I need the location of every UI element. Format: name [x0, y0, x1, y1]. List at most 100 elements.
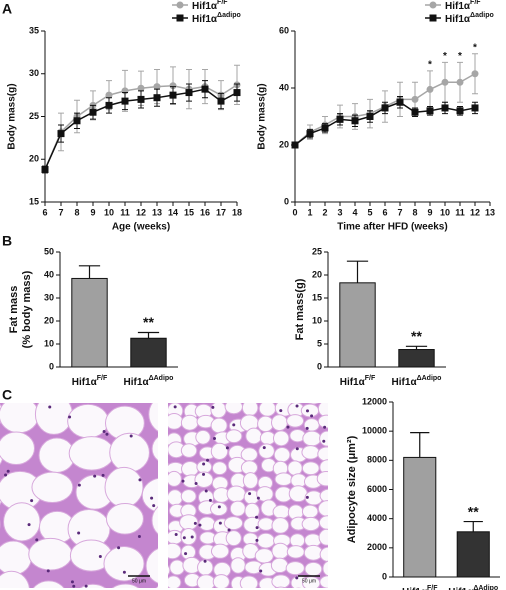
- nucleus: [102, 430, 106, 434]
- data-point: [456, 107, 464, 115]
- x-tick-label: 18: [232, 207, 242, 217]
- legend-label-sup: F/F: [470, 0, 481, 6]
- adipocyte: [0, 570, 30, 588]
- nucleus: [105, 432, 109, 436]
- nucleus: [6, 469, 10, 473]
- y-tick-label: 50: [44, 246, 54, 256]
- adipocyte: [151, 436, 158, 462]
- adipocyte: [230, 557, 246, 574]
- nucleus: [217, 505, 221, 509]
- x-tick-label: Hif1αΔAdipo: [392, 375, 442, 387]
- adipocyte: [48, 403, 56, 404]
- bar: [456, 531, 490, 578]
- x-tick-label-base: Hif1α: [72, 377, 98, 388]
- annotation: *: [428, 60, 432, 71]
- y-tick-label: 6000: [367, 484, 387, 494]
- x-tick-label: 5: [367, 207, 372, 217]
- y-axis-label: (% body mass): [21, 270, 33, 348]
- x-tick-label: Hif1αF/F: [340, 375, 376, 387]
- adipocyte: [168, 412, 184, 430]
- nucleus: [202, 462, 206, 466]
- x-axis-label: Time after HFD (weeks): [337, 222, 447, 233]
- x-tick-label: Hif1αF/F: [72, 375, 108, 387]
- x-axis-label: Age (weeks): [112, 222, 170, 233]
- x-tick-label: 1: [307, 207, 312, 217]
- y-tick-label: 40: [44, 269, 54, 279]
- adipocyte: [286, 545, 305, 559]
- adipocyte: [274, 472, 293, 487]
- nucleus: [77, 483, 81, 487]
- adipocyte: [285, 561, 305, 576]
- x-tick-label-base: Hif1α: [402, 587, 428, 590]
- data-point: [153, 94, 161, 102]
- error-bar: [346, 260, 369, 283]
- legend-label-sup: Δadipo: [217, 12, 241, 19]
- x-tick-label: 4: [352, 207, 357, 217]
- adipocyte: [334, 546, 350, 559]
- x-tick-label: 8: [412, 207, 417, 217]
- adipocyte: [168, 529, 184, 545]
- adipocyte: [319, 430, 328, 447]
- legend-label-base: Hif1α: [445, 14, 471, 25]
- data-point: [291, 141, 299, 149]
- nucleus: [310, 414, 314, 418]
- adipocyte: [270, 557, 289, 574]
- data-point: [426, 85, 434, 93]
- adipocyte: [141, 477, 158, 513]
- adipocyte: [28, 537, 73, 571]
- adipocyte: [0, 540, 32, 576]
- data-point: [456, 78, 464, 86]
- nucleus: [323, 425, 327, 429]
- legend-marker: [176, 1, 184, 9]
- adipocyte: [317, 446, 328, 462]
- y-axis-label: Body mass(g): [257, 83, 268, 149]
- nucleus: [194, 481, 198, 485]
- legend-marker: [176, 14, 184, 22]
- y-tick-label: 0: [49, 361, 54, 371]
- legend-label: Hif1αΔadipo: [192, 12, 241, 24]
- adipocyte: [303, 544, 324, 561]
- adipocyte: [229, 500, 246, 517]
- x-tick-label: Hif1αF/F: [402, 585, 438, 590]
- x-tick-label: 9: [90, 207, 95, 217]
- nucleus: [255, 538, 259, 542]
- y-axis-label: Fat mass(g): [294, 278, 306, 340]
- nucleus: [184, 552, 188, 556]
- adipocyte: [152, 385, 166, 399]
- x-tick-label-base: Hif1α: [448, 587, 474, 590]
- nucleus: [198, 523, 202, 527]
- adipocyte: [224, 403, 244, 415]
- bar: [398, 349, 435, 368]
- data-point: [169, 91, 177, 99]
- annotation: *: [443, 51, 447, 62]
- nucleus: [248, 492, 252, 496]
- data-point: [351, 117, 359, 125]
- adipocyte: [239, 575, 259, 588]
- data-point: [185, 89, 193, 97]
- data-point: [217, 97, 225, 105]
- adipocyte: [168, 575, 182, 588]
- y-tick-label: 10: [44, 338, 54, 348]
- annotation: **: [143, 314, 154, 330]
- adipocyte: [257, 415, 274, 433]
- x-tick-label-base: Hif1α: [392, 377, 418, 388]
- nucleus: [256, 496, 260, 500]
- x-tick-label-base: Hif1α: [124, 377, 150, 388]
- nucleus: [218, 521, 222, 525]
- adipocyte: [258, 389, 273, 402]
- nucleus: [295, 404, 299, 408]
- x-tick-label: 8: [74, 207, 79, 217]
- panel-label: B: [2, 233, 12, 249]
- adipocyte: [68, 436, 115, 471]
- annotation: **: [411, 328, 422, 344]
- panel-label: A: [2, 1, 12, 17]
- nucleus: [305, 409, 309, 413]
- adipocyte: [333, 577, 349, 590]
- adipocyte: [31, 471, 74, 504]
- adipocyte: [155, 585, 158, 588]
- data-point: [411, 95, 419, 103]
- y-tick-label: 35: [29, 25, 39, 35]
- x-tick-label-base: Hif1α: [340, 377, 366, 388]
- nucleus: [203, 559, 207, 563]
- adipocyte: [242, 472, 259, 489]
